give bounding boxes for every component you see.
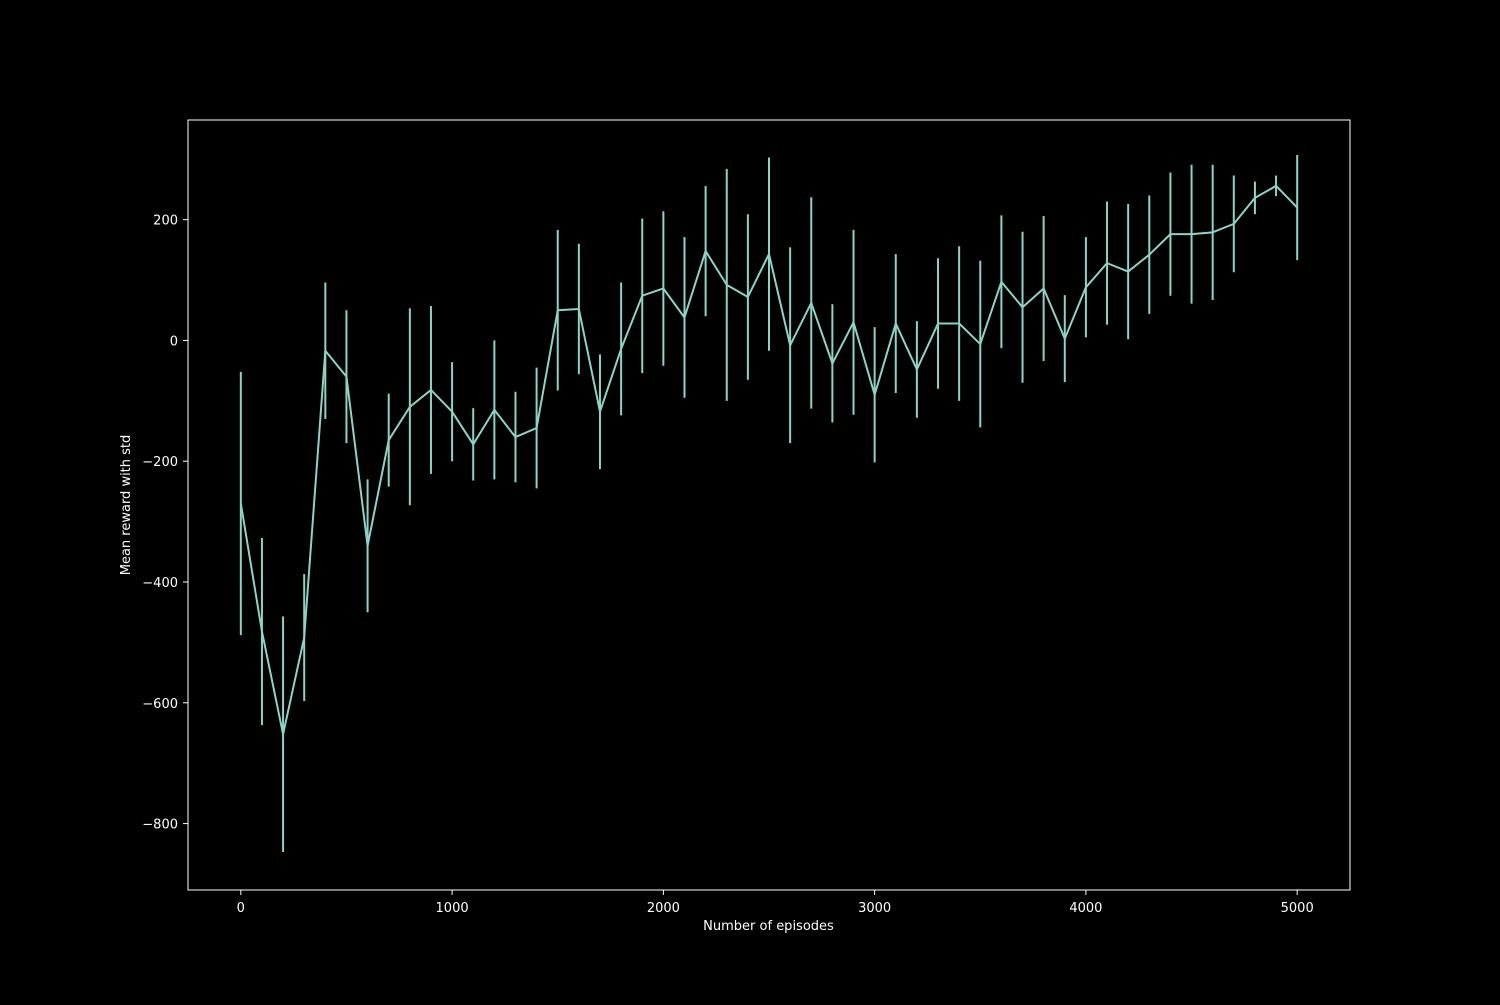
series-line [239,184,1298,736]
plot-area [239,155,1299,852]
x-axis-label: Number of episodes [703,919,834,934]
x-tick-label: 0 [237,901,245,916]
y-tick-label: −200 [142,455,178,470]
axes: 0 1000 2000 3000 4000 5000 −800 −600 −400 −200 0 20… [142,119,1351,916]
x-tick-label: 3000 [858,901,891,916]
y-tick-label: 200 [153,214,178,229]
x-tick-label: 2000 [647,901,680,916]
y-tick-label: −800 [142,818,178,833]
y-axis-label: Mean reward with std [119,435,134,576]
y-tick-label: −600 [142,697,178,712]
x-tick-label: 1000 [436,901,469,916]
x-tick-label: 4000 [1069,901,1102,916]
y-tick-label: 0 [170,334,178,349]
y-tick-label: −400 [142,576,178,591]
axes-frame [187,119,1351,891]
x-tick-label: 5000 [1281,901,1314,916]
